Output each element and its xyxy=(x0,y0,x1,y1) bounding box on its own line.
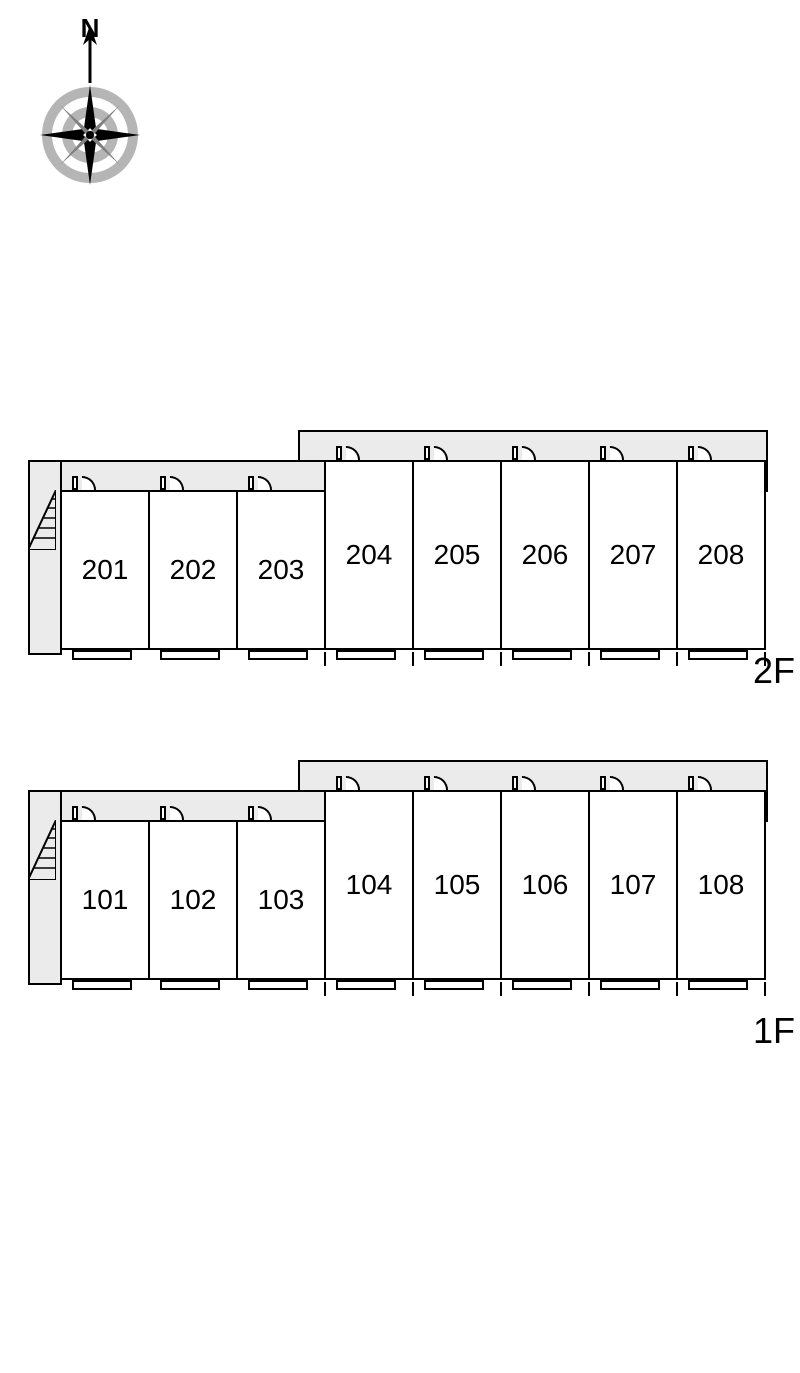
unit-row-short: 201 202 203 xyxy=(60,490,326,650)
door-icon xyxy=(156,806,186,820)
balcony-divider xyxy=(676,982,678,996)
balcony xyxy=(424,650,484,660)
unit-label: 108 xyxy=(698,869,745,901)
balcony xyxy=(600,980,660,990)
unit-206: 206 xyxy=(500,460,590,650)
floor-label-1f: 1F xyxy=(753,1010,795,1052)
door-icon xyxy=(684,776,714,790)
unit-label: 103 xyxy=(258,884,305,916)
unit-101: 101 xyxy=(60,820,150,980)
stairs-icon xyxy=(28,490,56,550)
unit-label: 104 xyxy=(346,869,393,901)
balcony-divider xyxy=(764,982,766,996)
unit-208: 208 xyxy=(676,460,766,650)
unit-202: 202 xyxy=(148,490,238,650)
door-icon xyxy=(684,446,714,460)
balcony xyxy=(336,650,396,660)
floor-label-2f: 2F xyxy=(753,650,795,692)
door-icon xyxy=(596,776,626,790)
unit-104: 104 xyxy=(324,790,414,980)
balcony-divider xyxy=(412,652,414,666)
door-icon xyxy=(420,446,450,460)
balcony xyxy=(688,650,748,660)
unit-label: 106 xyxy=(522,869,569,901)
balcony-divider xyxy=(324,652,326,666)
balcony xyxy=(600,650,660,660)
door-icon xyxy=(244,806,274,820)
door-icon xyxy=(508,776,538,790)
unit-label: 101 xyxy=(82,884,129,916)
unit-label: 207 xyxy=(610,539,657,571)
balcony-divider xyxy=(676,652,678,666)
door-icon xyxy=(332,776,362,790)
balcony xyxy=(424,980,484,990)
balcony-divider xyxy=(500,652,502,666)
balcony xyxy=(688,980,748,990)
unit-row-short: 101 102 103 xyxy=(60,820,326,980)
unit-207: 207 xyxy=(588,460,678,650)
unit-label: 206 xyxy=(522,539,569,571)
balcony xyxy=(160,650,220,660)
unit-201: 201 xyxy=(60,490,150,650)
balcony xyxy=(160,980,220,990)
door-icon xyxy=(508,446,538,460)
unit-203: 203 xyxy=(236,490,326,650)
compass-rose: N xyxy=(25,15,155,195)
unit-label: 107 xyxy=(610,869,657,901)
unit-label: 202 xyxy=(170,554,217,586)
balcony xyxy=(336,980,396,990)
unit-108: 108 xyxy=(676,790,766,980)
unit-label: 203 xyxy=(258,554,305,586)
stairs-icon xyxy=(28,820,56,880)
balcony-divider xyxy=(324,982,326,996)
door-icon xyxy=(332,446,362,460)
balcony-divider xyxy=(412,982,414,996)
unit-106: 106 xyxy=(500,790,590,980)
balcony xyxy=(72,980,132,990)
balcony-divider xyxy=(588,982,590,996)
door-icon xyxy=(420,776,450,790)
door-icon xyxy=(68,476,98,490)
unit-label: 205 xyxy=(434,539,481,571)
balcony xyxy=(248,980,308,990)
door-icon xyxy=(156,476,186,490)
unit-row-tall: 204 205 206 207 208 xyxy=(324,460,766,650)
unit-103: 103 xyxy=(236,820,326,980)
unit-102: 102 xyxy=(148,820,238,980)
unit-label: 201 xyxy=(82,554,129,586)
unit-205: 205 xyxy=(412,460,502,650)
unit-label: 105 xyxy=(434,869,481,901)
balcony xyxy=(512,650,572,660)
balcony-divider xyxy=(500,982,502,996)
unit-105: 105 xyxy=(412,790,502,980)
balcony xyxy=(72,650,132,660)
unit-label: 208 xyxy=(698,539,745,571)
balcony xyxy=(248,650,308,660)
door-icon xyxy=(68,806,98,820)
unit-107: 107 xyxy=(588,790,678,980)
balcony-divider xyxy=(588,652,590,666)
unit-204: 204 xyxy=(324,460,414,650)
balcony xyxy=(512,980,572,990)
unit-label: 102 xyxy=(170,884,217,916)
unit-label: 204 xyxy=(346,539,393,571)
unit-row-tall: 104 105 106 107 108 xyxy=(324,790,766,980)
door-icon xyxy=(596,446,626,460)
door-icon xyxy=(244,476,274,490)
